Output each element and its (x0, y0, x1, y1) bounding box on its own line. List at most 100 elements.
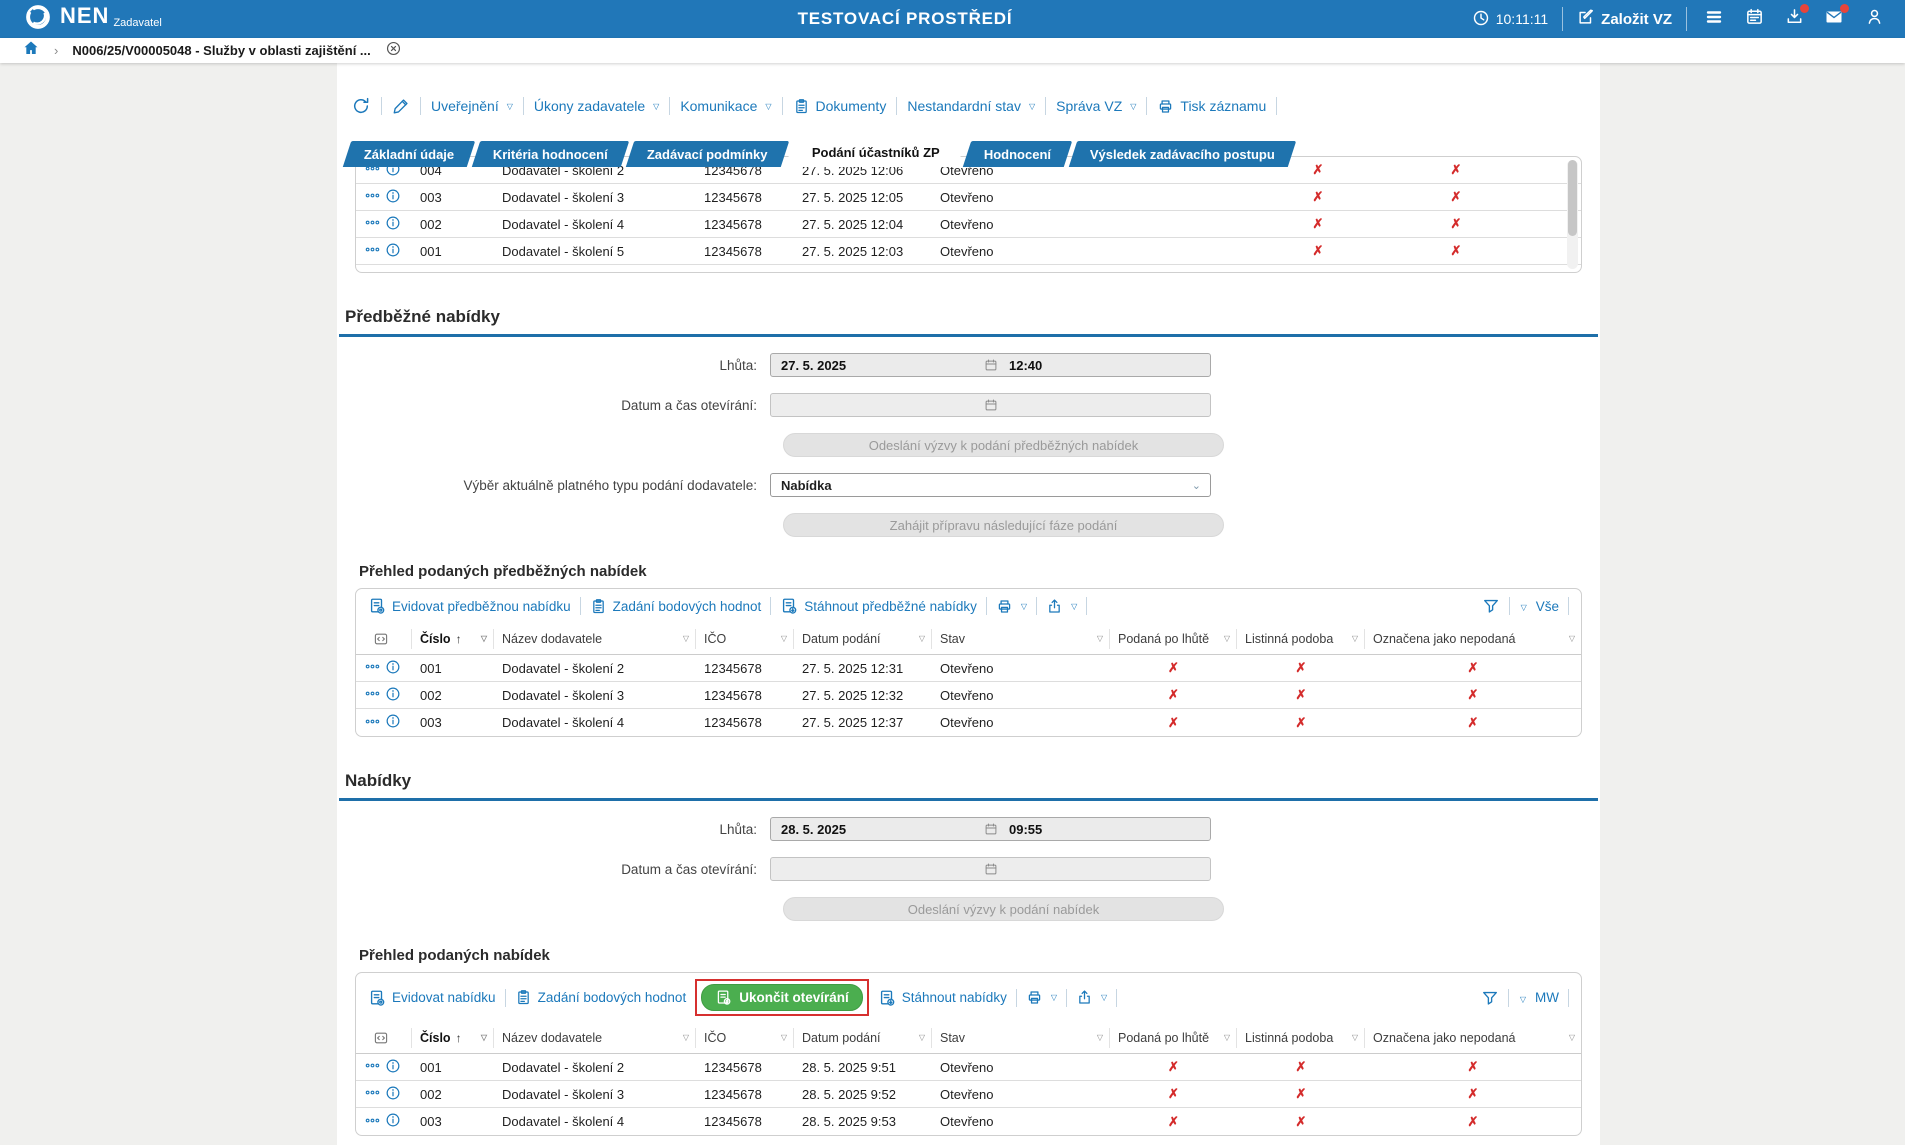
send-preliminary-invitation-button: Odeslání výzvy k podání předběžných nabí… (783, 433, 1224, 457)
column-header-cislo[interactable]: Číslo ↑ ▽ (412, 1027, 494, 1048)
tab-zadavaci-podminky[interactable]: Zadávací podmínky (625, 141, 790, 167)
row-menu-icon[interactable] (365, 242, 380, 260)
row-menu-icon[interactable] (365, 161, 380, 179)
info-icon[interactable] (385, 1112, 401, 1131)
column-header-datum[interactable]: Datum podání ▽ (794, 628, 932, 649)
menu-sprava-vz[interactable]: Správa VZ (1056, 98, 1136, 114)
row-menu-icon[interactable] (365, 659, 380, 677)
row-menu-icon[interactable] (365, 686, 380, 704)
filter-preset-label[interactable]: Vše (1535, 598, 1559, 614)
cross-icon: ✗ (1467, 1086, 1479, 1101)
tab-kriteria-hodnoceni[interactable]: Kritéria hodnocení (472, 141, 630, 167)
tab-podani-ucastniku-zp[interactable]: Podání účastníků ZP (784, 137, 967, 167)
end-opening-button[interactable]: Ukončit otevírání (701, 984, 863, 1011)
row-menu-icon[interactable] (365, 714, 380, 732)
offers-deadline-input[interactable]: 28. 5. 2025 09:55 (770, 817, 1211, 841)
column-chooser-button[interactable] (365, 1027, 412, 1048)
nen-logo[interactable]: NEN Zadavatel (22, 1, 162, 38)
tab-hodnoceni[interactable]: Hodnocení (962, 141, 1073, 167)
breadcrumb-item[interactable]: N006/25/V00005048 - Služby v oblasti zaj… (72, 43, 371, 58)
column-header-podana-po-lhute[interactable]: Podaná po lhůtě ▽ (1110, 1027, 1237, 1048)
filter-button[interactable] (1481, 989, 1499, 1007)
info-icon[interactable] (385, 242, 401, 261)
downloads-button[interactable] (1781, 4, 1809, 32)
column-header-stav[interactable]: Stav ▽ (932, 1027, 1110, 1048)
close-tab-button[interactable] (385, 40, 402, 62)
row-menu-icon[interactable] (365, 1113, 380, 1131)
menu-dokumenty[interactable]: Dokumenty (793, 98, 886, 115)
toolbar-divider (1507, 988, 1509, 1007)
cell-stav: Otevřeno (940, 189, 994, 205)
info-icon[interactable] (385, 686, 401, 705)
column-header-oznacena-jako-nepodana[interactable]: Označena jako nepodaná ▽ (1373, 1030, 1575, 1045)
info-icon[interactable] (385, 188, 401, 207)
next-phase-button: Zahájit přípravu následující fáze podání (783, 513, 1224, 537)
menu-ukony-zadavatele[interactable]: Úkony zadavatele (534, 98, 659, 114)
info-icon[interactable] (385, 215, 401, 234)
create-vz-button[interactable]: Založit VZ (1577, 8, 1672, 30)
print-table-button[interactable] (996, 598, 1027, 615)
filter-button[interactable] (1482, 597, 1500, 615)
column-header-ico[interactable]: IČO ▽ (696, 1027, 794, 1048)
menu-komunikace[interactable]: Komunikace (680, 98, 771, 114)
info-icon[interactable] (385, 1085, 401, 1104)
column-header-listinna-podoba[interactable]: Listinná podoba ▽ (1237, 1027, 1365, 1048)
column-header-cislo[interactable]: Číslo ↑ ▽ (412, 628, 494, 649)
tab-vysledek-zadavaciho-postupu[interactable]: Výsledek zadávacího postupu (1068, 141, 1297, 167)
column-header-nazev[interactable]: Název dodavatele ▽ (494, 628, 696, 649)
info-icon[interactable] (385, 659, 401, 678)
submission-type-select[interactable]: Nabídka ⌄ (770, 473, 1211, 497)
menu-nestandardni-stav[interactable]: Nestandardní stav (907, 98, 1035, 114)
export-table-button[interactable] (1076, 989, 1107, 1006)
cell-nazev: Dodavatel - školení 3 (502, 1086, 625, 1102)
user-button[interactable] (1861, 6, 1887, 32)
messages-button[interactable] (1821, 4, 1849, 32)
row-menu-icon[interactable] (365, 188, 380, 206)
calendar-small-icon[interactable] (984, 822, 998, 839)
filter-caret-icon[interactable]: ▽ (480, 1033, 487, 1042)
menu-uverejneni[interactable]: Uveřejnění (431, 98, 513, 114)
menu-tisk-zaznamu[interactable]: Tisk záznamu (1157, 98, 1266, 115)
table-scrollbar[interactable] (1567, 160, 1578, 269)
filter-preset-label[interactable]: MW (1535, 990, 1559, 1005)
section-title-predbezne-nabidky: Předběžné nabídky (339, 307, 1598, 337)
edit-record-button[interactable] (392, 97, 410, 115)
filter-preset-caret[interactable] (1518, 989, 1526, 1007)
print-table-button[interactable] (1026, 989, 1057, 1006)
filter-preset-caret[interactable] (1519, 597, 1527, 615)
home-button[interactable] (22, 39, 40, 62)
column-header-datum[interactable]: Datum podání ▽ (794, 1027, 932, 1048)
sort-asc-icon: ↑ (455, 1030, 462, 1045)
refresh-button[interactable] (351, 96, 371, 116)
download-preliminary-offers-button[interactable]: Stáhnout předběžné nabídky (780, 597, 977, 615)
calendar-button[interactable] (1741, 6, 1767, 32)
column-header-oznacena-jako-nepodana[interactable]: Označena jako nepodaná ▽ (1373, 631, 1575, 646)
download-offers-button[interactable]: Stáhnout nabídky (878, 989, 1007, 1007)
calendar-small-icon[interactable] (984, 358, 998, 375)
enter-points-button[interactable]: Zadání bodových hodnot (515, 989, 686, 1006)
info-icon[interactable] (385, 1058, 401, 1077)
filter-caret-icon[interactable]: ▽ (480, 634, 487, 643)
row-menu-icon[interactable] (365, 1085, 380, 1103)
preliminary-deadline-input[interactable]: 27. 5. 2025 12:40 (770, 353, 1211, 377)
row-menu-icon[interactable] (365, 1058, 380, 1076)
info-icon[interactable] (385, 713, 401, 732)
column-header-podana-po-lhute[interactable]: Podaná po lhůtě ▽ (1110, 628, 1237, 649)
register-offer-button[interactable]: Evidovat nabídku (368, 989, 496, 1007)
column-header-nazev[interactable]: Název dodavatele ▽ (494, 1027, 696, 1048)
table-row: 002 Dodavatel - školení 4 12345678 27. 5… (356, 211, 1581, 238)
environment-title: TESTOVACÍ PROSTŘEDÍ (797, 9, 1013, 28)
column-header-ico[interactable]: IČO ▽ (696, 628, 794, 649)
column-header-listinna-podoba[interactable]: Listinná podoba ▽ (1237, 628, 1365, 649)
export-table-button[interactable] (1046, 598, 1077, 615)
column-chooser-button[interactable] (365, 628, 412, 649)
main-menu-button[interactable] (1701, 6, 1727, 32)
register-preliminary-offer-button[interactable]: Evidovat předběžnou nabídku (368, 597, 571, 615)
tab-zakladni-udaje[interactable]: Základní údaje (342, 141, 476, 167)
row-menu-icon[interactable] (365, 215, 380, 233)
cell-ico: 12345678 (704, 1086, 762, 1102)
cross-icon: ✗ (1168, 1059, 1179, 1074)
cell-cislo: 003 (420, 189, 442, 205)
enter-points-button[interactable]: Zadání bodových hodnot (590, 598, 761, 615)
column-header-stav[interactable]: Stav ▽ (932, 628, 1110, 649)
